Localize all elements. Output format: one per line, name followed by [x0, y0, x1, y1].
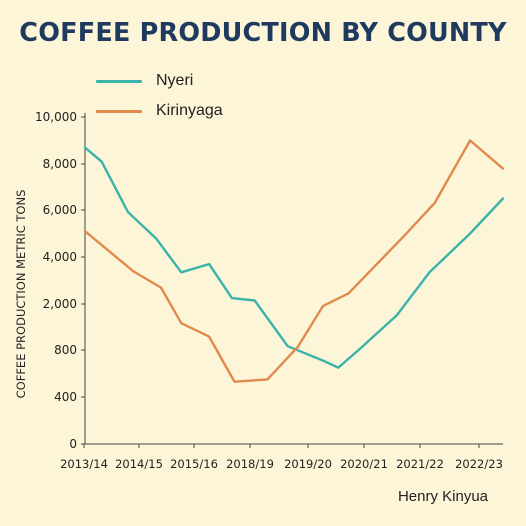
- y-tick-label-4: 4,000: [43, 250, 77, 264]
- y-tick-label-0: 0: [69, 437, 77, 451]
- x-tick-label-7: 2022/23: [455, 457, 503, 471]
- legend-item-kirinyaga: Kirinyaga: [96, 96, 223, 126]
- y-tick-label-1: 400: [54, 390, 77, 404]
- legend-item-nyeri: Nyeri: [96, 66, 223, 96]
- legend-label-kirinyaga: Kirinyaga: [156, 102, 223, 119]
- chart-title: COFFEE PRODUCTION BY COUNTY: [19, 18, 507, 48]
- y-tick-label-3: 2,000: [43, 297, 77, 311]
- legend-label-nyeri: Nyeri: [156, 72, 194, 89]
- x-tick-label-5: 2020/21: [340, 457, 388, 471]
- x-tick-label-6: 2021/22: [396, 457, 444, 471]
- x-tick-label-0: 2013/14: [60, 457, 108, 471]
- legend-swatch-nyeri: [96, 79, 142, 83]
- y-tick-label-7: 10,000: [35, 110, 77, 124]
- x-tick-label-1: 2014/15: [115, 457, 163, 471]
- author-credit: Henry Kinyua: [397, 488, 488, 505]
- y-tick-label-2: 800: [54, 343, 77, 357]
- series-line-kirinyaga: [83, 139, 505, 383]
- x-tick-label-3: 2018/19: [226, 457, 274, 471]
- x-tick-label-4: 2019/20: [284, 457, 332, 471]
- series-line-nyeri: [83, 146, 505, 369]
- y-tick-label-6: 8,000: [43, 157, 77, 171]
- legend-swatch-kirinyaga: [96, 109, 142, 113]
- legend: Nyeri Kirinyaga: [96, 66, 223, 126]
- x-tick-label-2: 2015/16: [170, 457, 218, 471]
- y-tick-label-5: 6,000: [43, 203, 77, 217]
